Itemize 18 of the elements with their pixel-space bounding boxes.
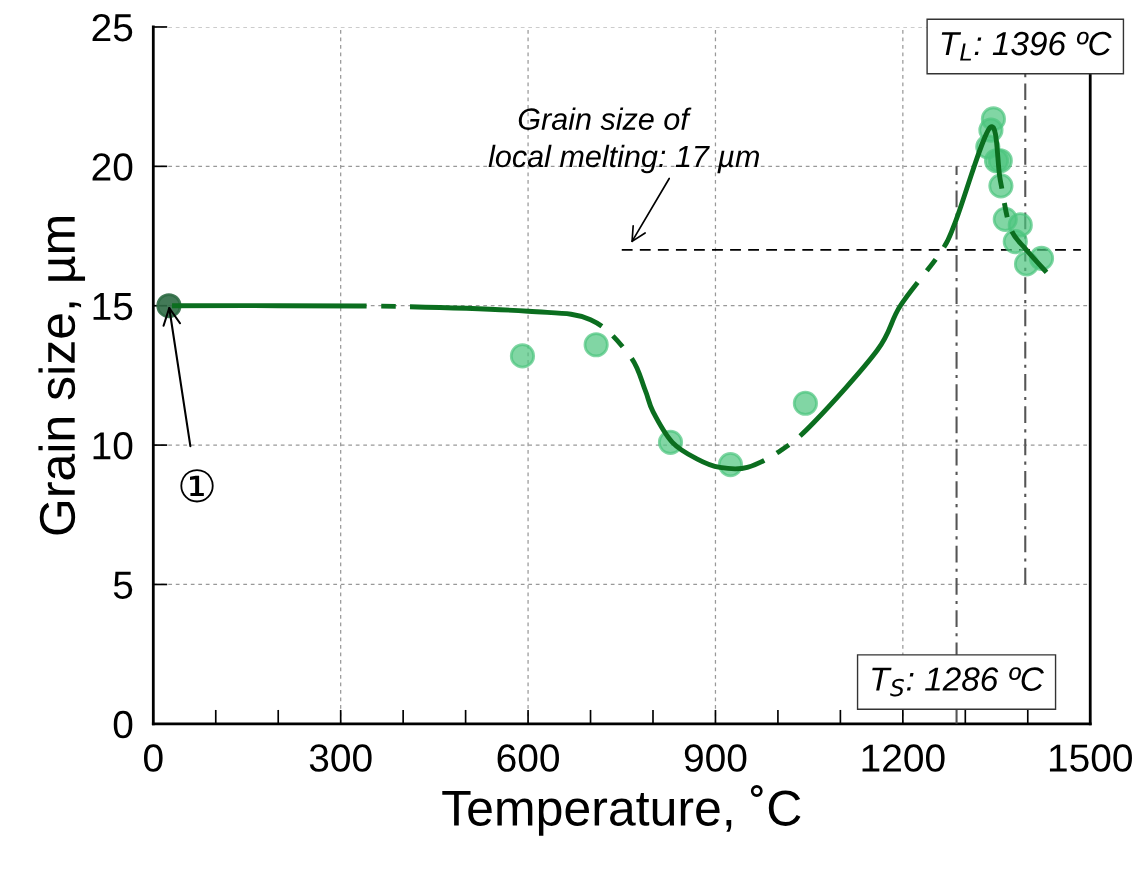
annotation: Grain size of local melting: 17 µm — [488, 107, 760, 174]
y-tick-label: 5 — [113, 571, 133, 599]
x-tick-label: 1200 — [862, 744, 945, 772]
x-tick-label: 300 — [309, 744, 372, 772]
y-tick-label: 15 — [93, 293, 133, 321]
ref-line-label: T$_{L}$: 1396 ºC — [941, 31, 1112, 61]
y-tick-label: 20 — [92, 153, 133, 181]
ref-line-label: T$_{S}$: 1286 ºC — [872, 667, 1044, 697]
y-tick-label: 10 — [93, 432, 133, 460]
x-tick-label: 1500 — [1049, 744, 1132, 772]
x-tick-label: 0 — [144, 744, 163, 772]
y-tick-label: 0 — [113, 710, 133, 739]
x-tick-label: 600 — [497, 744, 559, 772]
x-axis-title: Temperature, ˚C — [442, 785, 801, 836]
annotation: ① — [180, 469, 214, 503]
y-axis-title: Grain size, µm — [38, 217, 86, 535]
x-tick-label: 900 — [684, 744, 747, 772]
y-tick-label: 25 — [92, 13, 133, 42]
